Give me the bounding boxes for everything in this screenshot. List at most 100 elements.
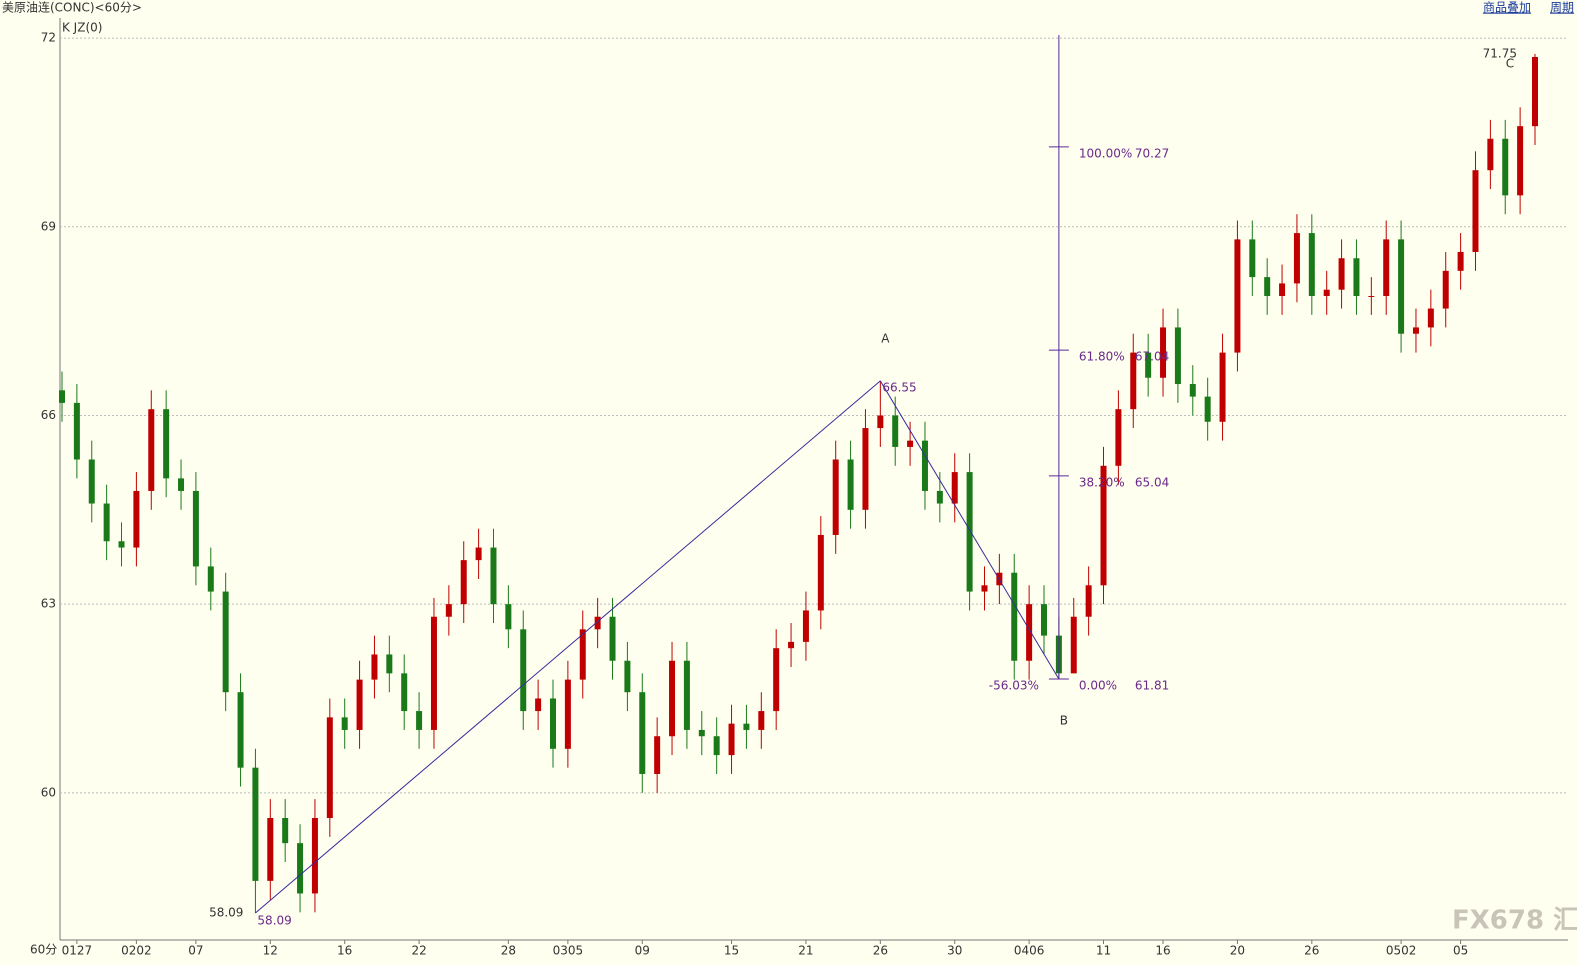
- y-tick-label: 69: [41, 219, 56, 233]
- candle-body: [1130, 352, 1137, 410]
- candle-body: [1517, 126, 1524, 196]
- trend-line: [879, 380, 1060, 680]
- candle-body: [1412, 327, 1419, 334]
- fib-percent: 61.80%: [1079, 350, 1125, 364]
- candle-body: [1293, 233, 1300, 284]
- x-tick-label: 0406: [1014, 944, 1045, 958]
- x-tick-label: 11: [1096, 944, 1111, 958]
- x-tick-label: 26: [873, 944, 888, 958]
- x-tick-label: 28: [501, 944, 516, 958]
- candle-body: [936, 490, 943, 504]
- candle-body: [341, 717, 348, 730]
- candle-body: [981, 585, 988, 592]
- candle-body: [163, 409, 170, 479]
- fib-price: 61.81: [1135, 678, 1169, 692]
- overlay-button[interactable]: 商品叠加: [1483, 0, 1531, 15]
- candle-body: [1204, 396, 1211, 422]
- candle-body: [1085, 585, 1092, 617]
- y-tick-label: 72: [41, 31, 56, 45]
- candle-body: [148, 409, 155, 491]
- candle-body: [237, 692, 244, 768]
- candle-body: [1308, 233, 1315, 296]
- candle-body: [1189, 384, 1196, 397]
- candle-body: [535, 698, 542, 712]
- candle-body: [520, 629, 527, 712]
- candle-body: [1100, 465, 1107, 586]
- candle-body: [758, 711, 765, 730]
- candle-body: [907, 440, 914, 447]
- candle-body: [282, 817, 289, 844]
- trend-line: [255, 380, 881, 914]
- candle-body: [252, 767, 259, 881]
- candle-body: [669, 660, 676, 737]
- candle-body: [832, 459, 839, 535]
- candle-body: [192, 490, 199, 567]
- x-tick-label: 07: [188, 944, 203, 958]
- candle-body: [951, 472, 958, 504]
- candle-body: [683, 660, 690, 730]
- candle-body: [505, 604, 512, 630]
- candle-body: [1249, 239, 1256, 278]
- candle-body: [817, 534, 824, 611]
- x-tick-label: 0502: [1386, 944, 1417, 958]
- candle-body: [460, 560, 467, 605]
- candle-body: [877, 415, 884, 429]
- x-tick-label: 12: [263, 944, 278, 958]
- candle-body: [1383, 239, 1390, 296]
- candle-body: [654, 736, 661, 774]
- fib-price: 67.04: [1135, 350, 1169, 364]
- fib-percent: 0.00%: [1079, 678, 1117, 692]
- candle-body: [1353, 258, 1360, 296]
- candle-body: [1398, 239, 1405, 334]
- candle-body: [1457, 251, 1464, 271]
- candle-body: [743, 723, 750, 730]
- candle-body: [921, 440, 928, 491]
- candle-body: [416, 711, 423, 730]
- low-price-label: 58.09: [257, 913, 291, 927]
- x-tick-label: 22: [411, 944, 426, 958]
- candle-body: [550, 698, 556, 749]
- wave-label: B: [1060, 713, 1068, 727]
- candle-body: [326, 717, 333, 818]
- candle-body: [103, 503, 110, 542]
- candle-body: [445, 604, 452, 617]
- candle-body: [1026, 604, 1033, 661]
- x-tick-label: 09: [635, 944, 650, 958]
- candle-body: [773, 648, 780, 712]
- x-tick-label: 16: [1155, 944, 1170, 958]
- candle-body: [639, 692, 646, 774]
- candle-body: [1070, 616, 1077, 674]
- candle-body: [133, 490, 140, 548]
- candle-body: [713, 736, 720, 756]
- x-tick-label: 05: [1453, 944, 1468, 958]
- candle-body: [594, 616, 601, 630]
- candle-body: [1368, 295, 1375, 297]
- candle-body: [698, 729, 705, 737]
- candle-body: [1472, 170, 1479, 252]
- indicator: K JZ(0): [62, 21, 102, 35]
- candle-body: [609, 616, 616, 661]
- watermark: FX678 汇通网: [1452, 906, 1577, 936]
- x-tick-label: 0202: [121, 944, 152, 958]
- candle-body: [802, 610, 809, 642]
- candle-body: [624, 660, 631, 693]
- candle-body: [430, 616, 437, 730]
- candle-body: [1279, 283, 1286, 296]
- period-button[interactable]: 周期: [1550, 1, 1574, 15]
- x-tick-label: 15: [724, 944, 739, 958]
- y-tick-label: 63: [41, 597, 56, 611]
- candle-body: [1115, 409, 1122, 466]
- candle-body: [564, 679, 571, 749]
- candle-body: [892, 415, 899, 447]
- candle-body: [386, 654, 393, 674]
- candle-body: [401, 673, 408, 712]
- candle-body: [475, 547, 482, 561]
- candle-body: [118, 541, 125, 548]
- fib-extension: -56.03%: [989, 678, 1039, 692]
- candle-body: [1502, 138, 1509, 196]
- fib-price: 70.27: [1135, 146, 1169, 160]
- candle-body: [356, 679, 363, 730]
- candle-body: [1338, 258, 1345, 290]
